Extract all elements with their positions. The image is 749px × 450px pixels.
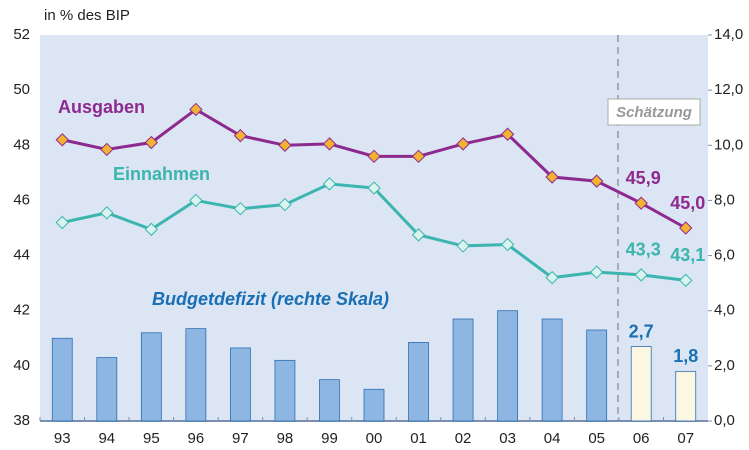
marker (278, 197, 292, 212)
bar (96, 357, 118, 422)
y2-tick-label: 8,0 (714, 191, 735, 208)
y-tick-label: 48 (13, 136, 30, 153)
marker (189, 193, 203, 208)
x-tick-label: 06 (633, 430, 650, 447)
marker (500, 237, 515, 252)
bar (274, 359, 296, 422)
marker (679, 221, 693, 235)
bar (185, 328, 207, 422)
y-tick-label: 46 (13, 191, 30, 208)
series-label: Einnahmen (113, 164, 210, 184)
series-label: Budgetdefizit (rechte Skala) (152, 289, 389, 309)
marker (144, 135, 159, 150)
bar (319, 379, 340, 422)
bar (140, 332, 162, 422)
bar (51, 337, 73, 422)
marker (500, 127, 515, 141)
x-tick-label: 94 (98, 430, 115, 447)
value-label: 45,0 (670, 193, 705, 213)
bar (363, 388, 385, 422)
marker (322, 177, 337, 191)
marker (545, 270, 559, 285)
x-tick-label: 00 (366, 430, 383, 447)
x-tick-label: 95 (143, 430, 160, 447)
annotation-box (607, 98, 701, 126)
value-label: 2,7 (629, 321, 654, 341)
x-tick-label: 07 (677, 430, 694, 447)
y2-tick-label: 12,0 (714, 81, 743, 98)
marker (144, 222, 159, 237)
marker (100, 206, 114, 220)
y-tick-label: 50 (13, 81, 30, 98)
y-tick-label: 52 (13, 26, 30, 43)
value-label: 43,1 (670, 245, 705, 265)
y2-tick-label: 2,0 (714, 357, 735, 374)
x-tick-label: 93 (54, 430, 71, 447)
bar (586, 329, 608, 422)
marker (55, 215, 69, 230)
marker (589, 174, 604, 188)
marker (411, 228, 426, 242)
marker (679, 273, 693, 288)
y2-tick-label: 0,0 (714, 412, 735, 429)
x-tick-label: 98 (277, 430, 294, 447)
x-tick-label: 02 (455, 430, 472, 447)
y-tick-label: 42 (13, 302, 30, 319)
x-tick-label: 05 (588, 430, 605, 447)
x-tick-label: 04 (544, 430, 561, 447)
marker (322, 137, 337, 151)
marker (589, 265, 604, 279)
bar (630, 346, 652, 422)
marker (233, 201, 248, 216)
marker (100, 142, 114, 157)
marker (278, 138, 292, 152)
annotation: Schätzung (616, 104, 692, 121)
marker (634, 196, 648, 210)
x-tick-label: 97 (232, 430, 249, 447)
y-tick-label: 38 (13, 412, 30, 429)
x-tick-label: 01 (410, 430, 427, 447)
y2-tick-label: 10,0 (714, 136, 743, 153)
marker (233, 128, 248, 143)
bar (452, 318, 474, 422)
marker (189, 102, 203, 117)
marker (456, 137, 470, 151)
y-tick-label: 44 (13, 247, 30, 264)
bar (541, 318, 563, 422)
y2-tick-label: 14,0 (714, 26, 743, 43)
y2-tick-label: 6,0 (714, 247, 735, 264)
bar (497, 310, 519, 422)
marker (411, 149, 426, 164)
marker (55, 133, 69, 147)
value-label: 43,3 (626, 240, 661, 260)
x-tick-label: 96 (188, 430, 205, 447)
series-label: Ausgaben (58, 97, 145, 117)
x-tick-label: 03 (499, 430, 516, 447)
y-axis-label: in % des BIP (44, 7, 130, 24)
bar (229, 347, 251, 422)
value-label: 1,8 (673, 346, 698, 366)
plot-background (40, 35, 708, 421)
marker (367, 181, 381, 195)
y-tick-label: 40 (13, 357, 30, 374)
x-tick-label: 99 (321, 430, 338, 447)
value-label: 45,9 (626, 168, 661, 188)
bar (675, 370, 697, 422)
marker (545, 170, 559, 184)
marker (456, 239, 470, 253)
marker (634, 268, 648, 282)
y2-tick-label: 4,0 (714, 302, 735, 319)
marker (367, 149, 381, 164)
bar (408, 342, 429, 422)
